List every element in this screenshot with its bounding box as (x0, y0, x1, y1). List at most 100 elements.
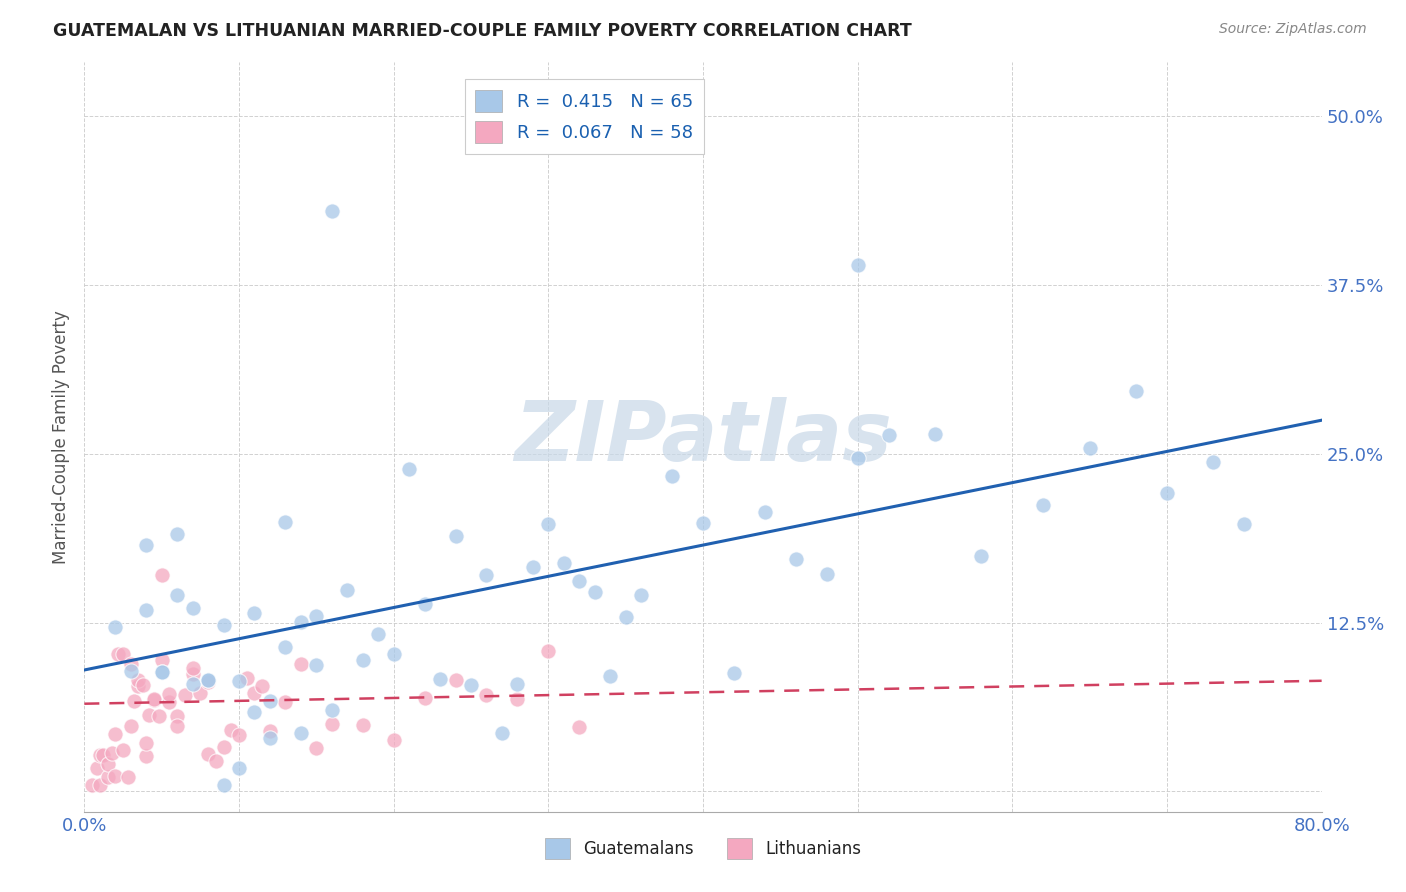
Point (112, 647, 135, 661)
Point (568, 574, 591, 589)
Point (630, 588, 652, 602)
Point (135, 736, 157, 750)
Point (127, 679, 149, 693)
Point (692, 516, 714, 530)
Point (250, 680, 273, 694)
Point (212, 617, 235, 632)
Point (120, 719, 142, 733)
Point (91, 748, 114, 763)
Point (86, 761, 108, 775)
Point (166, 709, 188, 723)
Point (305, 740, 328, 755)
Point (924, 426, 946, 441)
Point (150, 665, 173, 680)
Point (96, 770, 118, 784)
Point (506, 691, 529, 706)
Point (274, 640, 297, 655)
Point (568, 720, 591, 734)
Point (429, 672, 451, 686)
Point (101, 746, 124, 760)
Text: ZIPatlas: ZIPatlas (515, 397, 891, 477)
Point (583, 585, 606, 599)
Point (107, 647, 129, 661)
Point (522, 560, 544, 574)
Point (243, 606, 266, 620)
Point (553, 556, 575, 570)
Point (228, 728, 250, 742)
Point (166, 588, 188, 602)
Point (506, 676, 529, 690)
Point (174, 689, 197, 703)
Point (197, 747, 219, 762)
Point (212, 740, 235, 755)
Point (398, 461, 420, 475)
Point (321, 703, 343, 717)
Point (138, 708, 160, 723)
Point (150, 665, 173, 680)
Point (1032, 498, 1054, 512)
Point (723, 666, 745, 681)
Point (846, 258, 869, 272)
Point (305, 657, 328, 672)
Point (352, 653, 374, 667)
Point (1233, 517, 1256, 532)
Text: Source: ZipAtlas.com: Source: ZipAtlas.com (1219, 22, 1367, 37)
Point (846, 450, 869, 465)
Legend: Guatemalans, Lithuanians: Guatemalans, Lithuanians (536, 830, 870, 867)
Point (382, 732, 405, 747)
Point (96, 757, 118, 772)
Point (159, 687, 180, 701)
Point (599, 669, 621, 683)
Point (537, 644, 560, 658)
Point (1156, 486, 1178, 500)
Point (259, 731, 281, 746)
Text: GUATEMALAN VS LITHUANIAN MARRIED-COUPLE FAMILY POVERTY CORRELATION CHART: GUATEMALAN VS LITHUANIAN MARRIED-COUPLE … (53, 22, 912, 40)
Point (181, 601, 204, 615)
Point (159, 695, 180, 709)
Point (243, 686, 266, 700)
Point (181, 676, 204, 690)
Point (475, 568, 498, 582)
Point (122, 694, 145, 708)
Point (321, 717, 343, 731)
Point (444, 529, 467, 543)
Point (336, 583, 359, 598)
Point (89, 748, 111, 763)
Point (228, 761, 250, 775)
Y-axis label: Married-Couple Family Poverty: Married-Couple Family Poverty (52, 310, 70, 564)
Point (127, 673, 149, 687)
Point (491, 726, 513, 740)
Point (475, 688, 498, 702)
Point (117, 771, 139, 785)
Point (367, 627, 389, 641)
Point (120, 657, 142, 671)
Point (104, 620, 127, 634)
Point (112, 743, 135, 757)
Point (321, 203, 343, 218)
Point (444, 673, 467, 687)
Point (1125, 384, 1147, 398)
Point (877, 428, 900, 442)
Point (382, 647, 405, 661)
Point (89, 778, 111, 792)
Point (148, 708, 170, 723)
Point (290, 726, 312, 740)
Point (135, 749, 157, 764)
Point (166, 719, 188, 733)
Point (1078, 441, 1101, 455)
Point (143, 692, 166, 706)
Point (305, 609, 328, 624)
Point (143, 692, 166, 706)
Point (82, 778, 104, 792)
Point (754, 505, 776, 519)
Point (188, 686, 211, 700)
Point (259, 723, 281, 738)
Point (197, 673, 219, 687)
Point (132, 678, 155, 692)
Point (228, 674, 250, 689)
Point (352, 718, 374, 732)
Point (150, 568, 173, 582)
Point (290, 615, 312, 630)
Point (150, 653, 173, 667)
Point (243, 705, 266, 719)
